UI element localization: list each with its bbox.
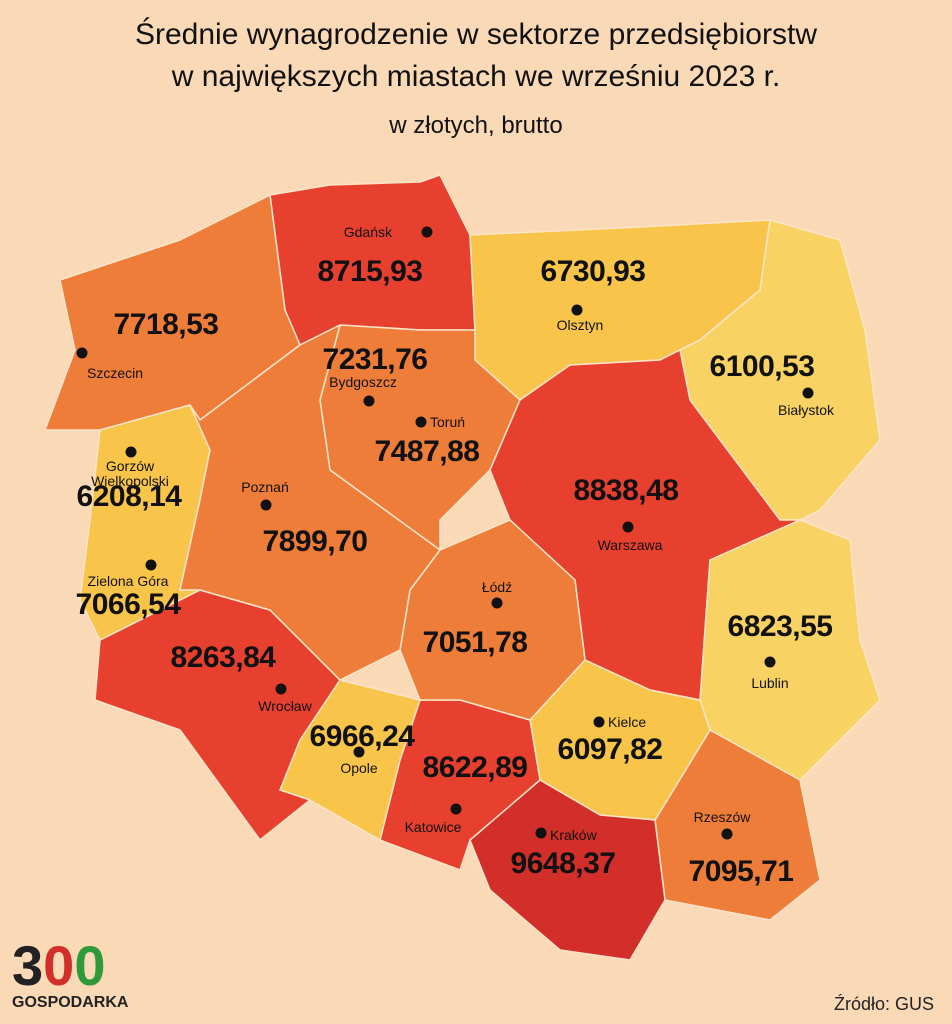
city-dot [353, 746, 365, 758]
city-dot [622, 521, 634, 533]
value-label: 6100,53 [709, 350, 815, 383]
value-label: 6823,55 [727, 610, 833, 643]
city-dot [421, 226, 433, 238]
value-label: 7066,54 [75, 588, 181, 621]
city-label: Toruń [430, 414, 466, 430]
logo-name: GOSPODARKA [12, 994, 129, 1011]
value-label: 8622,89 [422, 751, 528, 784]
value-label: 7051,78 [422, 626, 528, 659]
city-dot [721, 828, 733, 840]
city-label: Rzeszów [693, 809, 751, 825]
city-label: Szczecin [86, 365, 144, 381]
city-label: Białystok [777, 402, 835, 418]
city-dot [145, 559, 157, 571]
city-label: Warszawa [597, 537, 663, 553]
city-label: Katowice [404, 819, 462, 835]
city-dot [363, 395, 375, 407]
city-label: Olsztyn [556, 317, 604, 333]
value-label: 7487,88 [374, 435, 480, 468]
logo: 300 [12, 938, 105, 994]
city-dot [450, 803, 462, 815]
city-label: Wrocław [258, 698, 312, 714]
title-line: Średnie wynagrodzenie w sektorze przedsi… [134, 18, 817, 51]
value-label: 8263,84 [170, 641, 276, 674]
value-label: 7095,71 [688, 855, 794, 888]
city-label: Zielona Góra [87, 573, 169, 589]
source: Źródło: GUS [833, 994, 934, 1014]
city-label: Łódź [481, 579, 513, 595]
subtitle: w złotych, brutto [389, 112, 563, 139]
city-dot [571, 304, 583, 316]
value-label: 9648,37 [510, 847, 616, 880]
logo-digit: 0 [74, 934, 106, 997]
city-dot [593, 716, 605, 728]
region [469, 779, 666, 961]
value-label: 6097,82 [557, 733, 663, 766]
city-dot [764, 656, 776, 668]
city-label: Opole [340, 760, 378, 776]
value-label: 6208,14 [76, 480, 182, 513]
city-label: Kraków [550, 827, 597, 843]
city-label: Gdańsk [343, 224, 392, 240]
city-label: Gorzów Wielkopolski [91, 458, 169, 489]
logo-digit: 0 [43, 934, 75, 997]
value-label: 7718,53 [113, 308, 219, 341]
city-dot [415, 416, 427, 428]
city-dot [125, 446, 137, 458]
value-label: 6966,24 [309, 720, 415, 753]
city-dot [491, 597, 503, 609]
region [179, 324, 441, 681]
value-label: 7899,70 [262, 525, 368, 558]
city-label: Kielce [608, 714, 647, 730]
city-dot [535, 827, 547, 839]
logo-digit: 3 [12, 934, 44, 997]
city-dot [275, 683, 287, 695]
city-label: Bydgoszcz [329, 374, 397, 390]
city-dot [260, 499, 272, 511]
value-label: 8715,93 [317, 255, 423, 288]
city-label: Poznań [241, 479, 289, 495]
title-line: w największych miastach we wrześniu 2023… [171, 60, 781, 93]
value-label: 8838,48 [573, 474, 679, 507]
value-label: 6730,93 [540, 255, 646, 288]
value-label: 7231,76 [322, 343, 428, 376]
city-label: Lublin [751, 675, 789, 691]
city-dot [76, 347, 88, 359]
city-dot [802, 387, 814, 399]
